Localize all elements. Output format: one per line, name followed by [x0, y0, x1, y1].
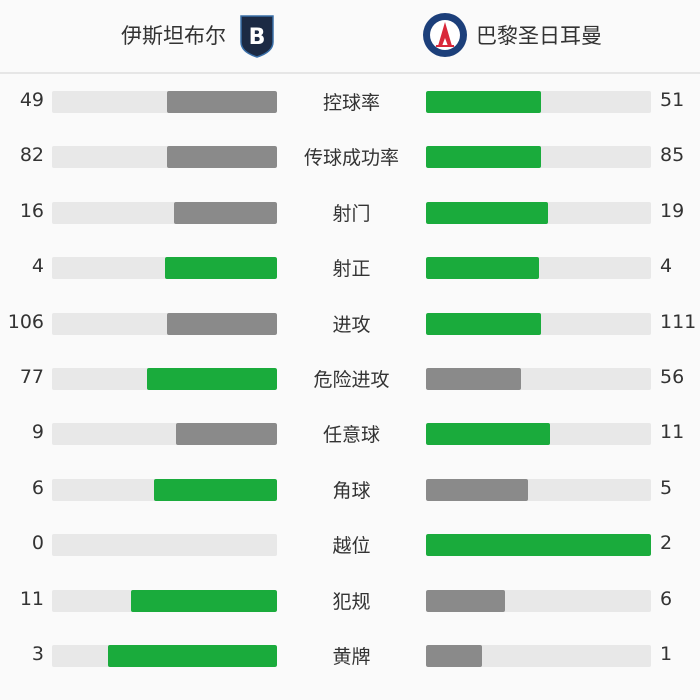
home-team-name: 伊斯坦布尔	[121, 24, 226, 48]
stat-row: 82 传球成功率 85	[0, 142, 700, 172]
stat-row: 16 射门 19	[0, 198, 700, 228]
home-stat-bar-fill	[164, 257, 277, 280]
away-team-name: 巴黎圣日耳曼	[476, 24, 602, 48]
home-stat-value: 49	[19, 89, 44, 111]
home-stat-bar	[52, 312, 277, 335]
stat-label: 危险进攻	[313, 369, 390, 391]
away-stat-bar-fill	[426, 368, 521, 390]
home-stat-value: 16	[19, 199, 44, 222]
away-stat-bar	[426, 478, 651, 501]
stat-label: 传球成功率	[303, 147, 399, 170]
home-stat-bar-fill	[167, 312, 277, 335]
home-stat-bar	[52, 368, 277, 390]
home-stat-bar	[52, 146, 277, 169]
away-stat-bar	[426, 645, 651, 667]
away-stat-bar-fill	[426, 645, 483, 667]
stat-label: 角球	[332, 479, 371, 502]
away-stat-bar-fill	[426, 312, 542, 335]
stat-label: 进攻	[332, 313, 371, 336]
home-stat-bar-fill	[154, 478, 277, 501]
home-stat-bar-fill	[166, 91, 277, 113]
away-stat-value: 11	[660, 421, 685, 444]
home-stat-value: 106	[7, 310, 44, 333]
away-stat-bar-fill	[426, 91, 541, 113]
home-stat-bar-fill	[166, 146, 277, 169]
stat-row: 11 犯规 6	[0, 586, 700, 616]
home-stat-bar	[52, 91, 277, 113]
home-stat-value: 11	[19, 587, 44, 610]
away-stat-bar	[426, 201, 651, 224]
away-stat-bar-fill	[426, 146, 541, 169]
home-stat-value: 77	[19, 366, 44, 388]
home-stat-bar-fill	[146, 368, 277, 390]
stat-row: 49 控球率 51	[0, 87, 700, 117]
away-stat-value: 4	[660, 255, 673, 278]
home-stat-bar	[52, 423, 277, 446]
istanbul-basaksehir-crest-icon: B	[240, 15, 274, 58]
away-stat-bar-fill	[426, 257, 539, 280]
stat-row: 0 越位 2	[0, 530, 700, 560]
away-stat-bar	[426, 534, 651, 557]
stat-label: 黄牌	[332, 646, 371, 668]
stat-label: 射正	[332, 258, 371, 281]
away-stat-value: 51	[660, 89, 685, 111]
away-stat-bar-fill	[426, 478, 529, 501]
away-stat-bar-fill	[426, 534, 651, 557]
away-stat-bar	[426, 91, 651, 113]
away-stat-bar	[426, 146, 651, 169]
stat-row: 77 危险进攻 56	[0, 364, 700, 394]
home-stat-value: 3	[31, 643, 44, 665]
away-stat-bar-fill	[426, 423, 550, 446]
stat-label: 任意球	[322, 424, 380, 447]
home-stat-value: 9	[31, 421, 44, 444]
away-stat-bar	[426, 312, 651, 335]
stat-row: 4 射正 4	[0, 253, 700, 283]
stat-label: 犯规	[332, 590, 371, 613]
away-stat-bar-fill	[426, 201, 549, 224]
away-stat-bar	[426, 423, 651, 446]
away-stat-value: 111	[660, 310, 697, 333]
away-stat-value: 1	[660, 643, 673, 665]
stat-row: 9 任意球 11	[0, 419, 700, 449]
away-stat-bar-fill	[426, 589, 506, 612]
stat-label: 射门	[332, 202, 371, 225]
away-stat-bar	[426, 257, 651, 280]
home-stat-bar-fill	[108, 645, 277, 667]
away-stat-value: 19	[660, 199, 685, 222]
home-stat-value: 6	[31, 476, 44, 499]
home-stat-value: 4	[31, 255, 44, 278]
stat-label: 越位	[332, 535, 371, 558]
home-stat-bar	[52, 589, 277, 612]
stat-row: 3 黄牌 1	[0, 641, 700, 671]
away-stat-value: 56	[660, 366, 685, 388]
home-stat-bar	[52, 478, 277, 501]
home-stat-bar	[52, 201, 277, 224]
stat-label: 控球率	[322, 92, 380, 114]
home-stat-bar-fill	[174, 201, 277, 224]
svg-text:B: B	[249, 25, 266, 50]
away-stat-value: 5	[660, 476, 673, 499]
home-stat-bar	[52, 645, 277, 667]
away-stat-bar	[426, 368, 651, 390]
away-stat-value: 6	[660, 587, 673, 610]
home-stat-bar	[52, 257, 277, 280]
home-stat-value: 82	[19, 144, 44, 167]
home-stat-bar-fill	[131, 589, 277, 612]
home-stat-bar	[52, 534, 277, 557]
psg-crest-icon	[423, 13, 467, 57]
away-stat-value: 2	[660, 532, 673, 555]
stat-row: 6 角球 5	[0, 475, 700, 505]
away-stat-value: 85	[660, 144, 685, 167]
match-header: 伊斯坦布尔 B 巴黎圣日耳曼	[0, 0, 700, 74]
away-stat-bar	[426, 589, 651, 612]
home-stat-bar-fill	[175, 423, 277, 446]
home-stat-value: 0	[31, 532, 44, 555]
stat-row: 106 进攻 111	[0, 309, 700, 339]
